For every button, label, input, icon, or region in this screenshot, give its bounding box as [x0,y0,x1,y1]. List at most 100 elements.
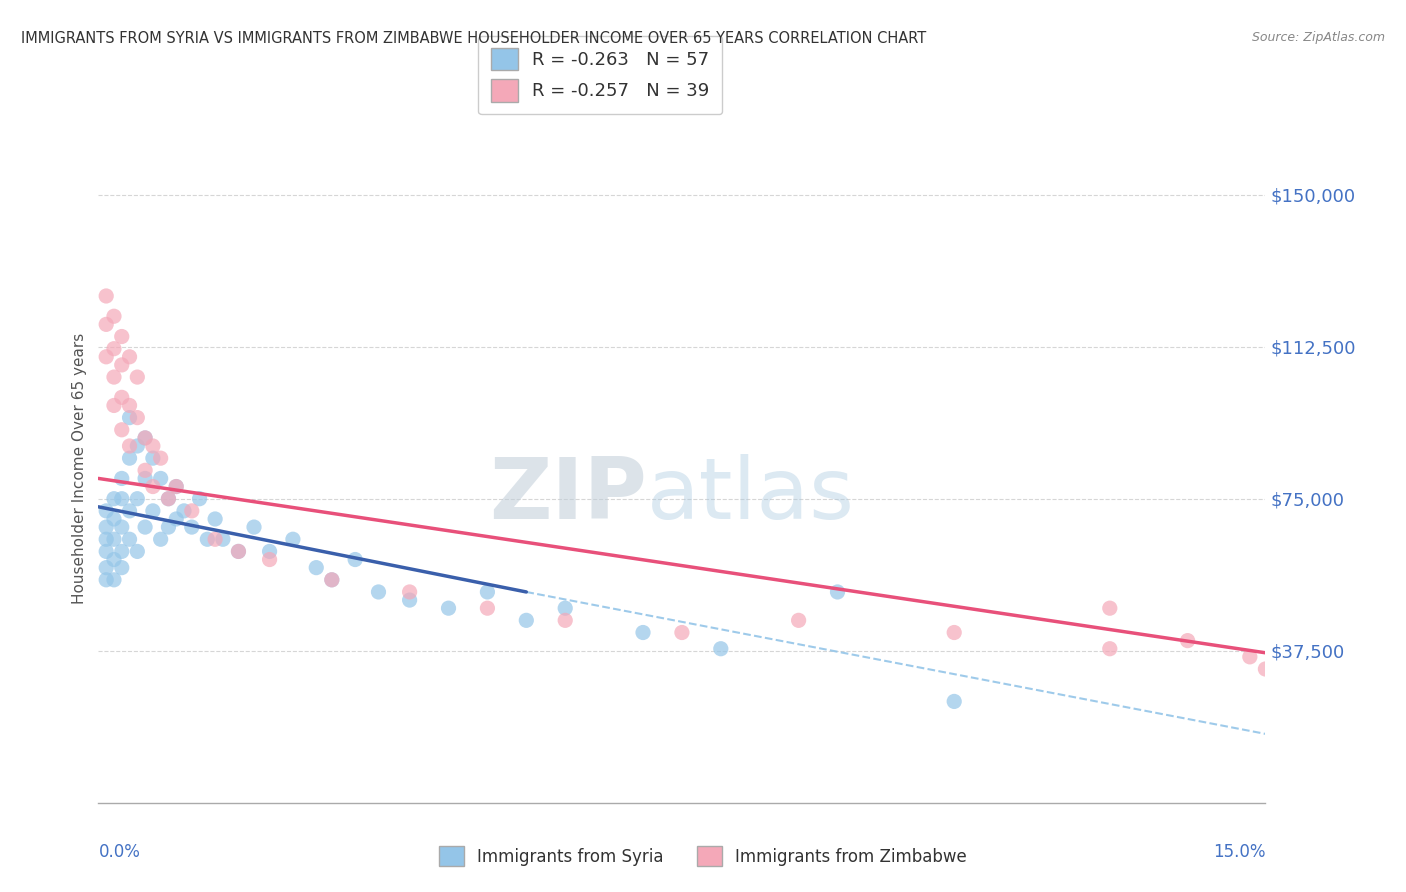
Point [212,533,235,547]
Point [554,601,576,615]
Point [165,479,187,493]
Point [127,410,149,425]
Point [103,533,125,547]
Point [142,479,165,493]
Point [195,533,218,547]
Point [204,533,226,547]
Text: IMMIGRANTS FROM SYRIA VS IMMIGRANTS FROM ZIMBABWE HOUSEHOLDER INCOME OVER 65 YEA: IMMIGRANTS FROM SYRIA VS IMMIGRANTS FROM… [21,31,927,46]
Point [103,342,125,356]
Point [515,613,537,627]
Point [118,350,141,364]
Point [111,329,134,343]
Point [157,491,180,506]
Point [134,431,156,445]
Point [96,533,118,547]
Point [96,573,118,587]
Point [118,399,141,413]
Point [96,289,118,303]
Point [127,544,149,558]
Point [165,479,187,493]
Text: ZIP: ZIP [489,453,647,537]
Point [165,512,187,526]
Point [631,625,654,640]
Point [96,504,118,518]
Point [103,370,125,384]
Point [111,520,134,534]
Point [134,463,156,477]
Text: 15.0%: 15.0% [1213,843,1265,861]
Point [344,552,367,566]
Legend: Immigrants from Syria, Immigrants from Zimbabwe: Immigrants from Syria, Immigrants from Z… [430,838,976,875]
Y-axis label: Householder Income Over 65 years: Householder Income Over 65 years [72,333,87,604]
Point [710,641,733,656]
Point [149,471,172,485]
Point [228,544,250,558]
Point [180,504,202,518]
Point [671,625,693,640]
Point [142,451,165,466]
Point [281,533,304,547]
Point [243,520,266,534]
Point [188,491,211,506]
Point [321,573,343,587]
Point [96,350,118,364]
Point [111,358,134,372]
Point [118,451,141,466]
Legend: R = -0.263   N = 57, R = -0.257   N = 39: R = -0.263 N = 57, R = -0.257 N = 39 [478,36,723,114]
Point [228,544,250,558]
Point [1177,633,1199,648]
Point [103,399,125,413]
Point [943,625,966,640]
Text: Source: ZipAtlas.com: Source: ZipAtlas.com [1251,31,1385,45]
Point [111,544,134,558]
Point [477,601,499,615]
Point [149,451,172,466]
Point [118,533,141,547]
Point [96,520,118,534]
Point [111,560,134,574]
Point [157,520,180,534]
Point [142,504,165,518]
Point [111,390,134,404]
Point [1098,601,1121,615]
Point [259,552,281,566]
Point [118,439,141,453]
Point [111,423,134,437]
Text: 0.0%: 0.0% [98,843,141,861]
Point [437,601,460,615]
Point [827,585,849,599]
Point [134,431,156,445]
Point [96,544,118,558]
Point [157,491,180,506]
Point [127,370,149,384]
Point [321,573,343,587]
Point [103,512,125,526]
Point [398,585,420,599]
Point [103,552,125,566]
Point [787,613,810,627]
Point [1239,649,1261,664]
Point [96,318,118,332]
Point [305,560,328,574]
Point [367,585,389,599]
Text: atlas: atlas [647,453,855,537]
Point [142,439,165,453]
Point [118,504,141,518]
Point [1254,662,1277,676]
Point [180,520,202,534]
Point [103,310,125,324]
Point [943,694,966,708]
Point [398,593,420,607]
Point [477,585,499,599]
Point [204,512,226,526]
Point [134,471,156,485]
Point [111,491,134,506]
Point [134,520,156,534]
Point [127,491,149,506]
Point [1098,641,1121,656]
Point [103,573,125,587]
Point [118,410,141,425]
Point [103,491,125,506]
Point [149,533,172,547]
Point [173,504,195,518]
